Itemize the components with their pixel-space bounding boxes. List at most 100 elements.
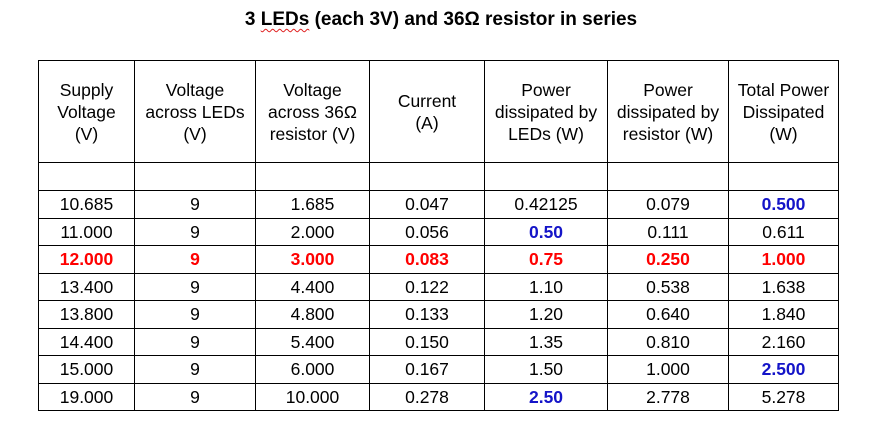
column-header-line: Power (521, 79, 571, 100)
table-cell: 1.35 (484, 327, 608, 356)
column-header-line: LEDs (W) (508, 123, 584, 144)
header-row: Supply Voltage (V) Voltage across LEDs (V) Vol… (38, 60, 839, 163)
table-cell: 13.800 (38, 300, 135, 329)
table-cell: 10.685 (38, 190, 135, 219)
column-header-line: (V) (183, 123, 207, 144)
table-row: 11.000 9 2.000 0.056 0.50 0.111 0.611 (38, 217, 839, 246)
column-header-line: (W) (769, 123, 798, 144)
table-cell: 0.611 (728, 217, 839, 246)
table-cell: 4.800 (255, 300, 370, 329)
table-cell: 3.000 (255, 245, 370, 274)
table-cell: 15.000 (38, 355, 135, 384)
column-header: Voltage across 36Ω resistor (V) (255, 60, 370, 163)
table-cell: 0.047 (369, 190, 485, 219)
column-header-line: Dissipated (742, 101, 825, 122)
table-cell: 2.000 (255, 217, 370, 246)
table-cell: 0.083 (369, 245, 485, 274)
blank-cell (255, 162, 370, 191)
table-cell: 0.500 (728, 190, 839, 219)
column-header-line: (A) (415, 112, 439, 133)
blank-cell (134, 162, 256, 191)
column-header: Supply Voltage (V) (38, 60, 135, 163)
blank-cell (484, 162, 608, 191)
column-header-line: Voltage (283, 79, 342, 100)
column-header-line: Supply (59, 79, 114, 100)
column-header: Total Power Dissipated (W) (728, 60, 839, 163)
table-cell: 0.42125 (484, 190, 608, 219)
table-cell: 9 (134, 382, 256, 411)
blank-cell (728, 162, 839, 191)
table-cell: 0.150 (369, 327, 485, 356)
column-header: Voltage across LEDs (V) (134, 60, 256, 163)
column-header: Power dissipated by LEDs (W) (484, 60, 608, 163)
table-cell: 0.538 (607, 272, 729, 301)
table-cell: 2.500 (728, 355, 839, 384)
table-cell: 5.400 (255, 327, 370, 356)
column-header-line: Voltage (57, 101, 116, 122)
table-cell: 0.167 (369, 355, 485, 384)
table-row: 15.000 9 6.000 0.167 1.50 1.000 2.500 (38, 355, 839, 384)
table-cell: 1.840 (728, 300, 839, 329)
table-title: 3 LEDs (each 3V) and 36Ω resistor in ser… (0, 9, 882, 31)
table-cell: 13.400 (38, 272, 135, 301)
table-row: 13.800 9 4.800 0.133 1.20 0.640 1.840 (38, 300, 839, 329)
table-body: 10.685 9 1.685 0.047 0.42125 0.079 0.500 11.000… (38, 162, 839, 411)
blank-cell (38, 162, 135, 191)
table-cell: 9 (134, 217, 256, 246)
column-header-line: Power (643, 79, 693, 100)
column-header: Current (A) (369, 60, 485, 163)
column-header-line: Total Power (737, 79, 830, 100)
table-cell: 0.810 (607, 327, 729, 356)
table-cell: 0.50 (484, 217, 608, 246)
table-cell: 2.778 (607, 382, 729, 411)
blank-row (38, 162, 839, 191)
table-cell: 1.000 (607, 355, 729, 384)
table-row: 19.000 9 10.000 0.278 2.50 2.778 5.278 (38, 382, 839, 411)
blank-cell (607, 162, 729, 191)
column-header-line: dissipated by (494, 101, 598, 122)
table-cell: 1.685 (255, 190, 370, 219)
table-cell: 0.122 (369, 272, 485, 301)
blank-cell (369, 162, 485, 191)
table-cell: 2.50 (484, 382, 608, 411)
table-cell: 0.278 (369, 382, 485, 411)
table-cell: 9 (134, 245, 256, 274)
table-cell: 10.000 (255, 382, 370, 411)
table-cell: 1.10 (484, 272, 608, 301)
table-row: 10.685 9 1.685 0.047 0.42125 0.079 0.500 (38, 190, 839, 219)
table-cell: 0.75 (484, 245, 608, 274)
table-cell: 9 (134, 272, 256, 301)
table-cell: 4.400 (255, 272, 370, 301)
table-cell: 0.640 (607, 300, 729, 329)
table-cell: 1.000 (728, 245, 839, 274)
table-row: 13.400 9 4.400 0.122 1.10 0.538 1.638 (38, 272, 839, 301)
title-suffix: (each 3V) and 36Ω resistor in series (309, 9, 638, 30)
title-leds-word: LEDs (260, 9, 310, 30)
table-row: 14.400 9 5.400 0.150 1.35 0.810 2.160 (38, 327, 839, 356)
column-header-line: Voltage (165, 79, 225, 100)
table-cell: 9 (134, 327, 256, 356)
table-cell: 12.000 (38, 245, 135, 274)
table-cell: 1.638 (728, 272, 839, 301)
table-cell: 5.278 (728, 382, 839, 411)
column-header-line: Current (397, 90, 457, 111)
table-cell: 1.50 (484, 355, 608, 384)
column-header-line: across 36Ω (268, 101, 357, 122)
table-cell: 11.000 (38, 217, 135, 246)
table-cell: 9 (134, 355, 256, 384)
column-header-line: resistor (W) (622, 123, 714, 144)
table-cell: 9 (134, 300, 256, 329)
table-cell: 0.111 (607, 217, 729, 246)
column-header: Power dissipated by resistor (W) (607, 60, 729, 163)
column-header-line: across LEDs (145, 101, 245, 122)
column-header-line: resistor (V) (269, 123, 356, 144)
column-header-line: dissipated by (616, 101, 720, 122)
column-header-line: (V) (74, 123, 99, 144)
table-cell: 6.000 (255, 355, 370, 384)
table-cell: 14.400 (38, 327, 135, 356)
table-cell: 2.160 (728, 327, 839, 356)
table-cell: 0.250 (607, 245, 729, 274)
table-cell: 19.000 (38, 382, 135, 411)
table-cell: 9 (134, 190, 256, 219)
table-cell: 0.079 (607, 190, 729, 219)
